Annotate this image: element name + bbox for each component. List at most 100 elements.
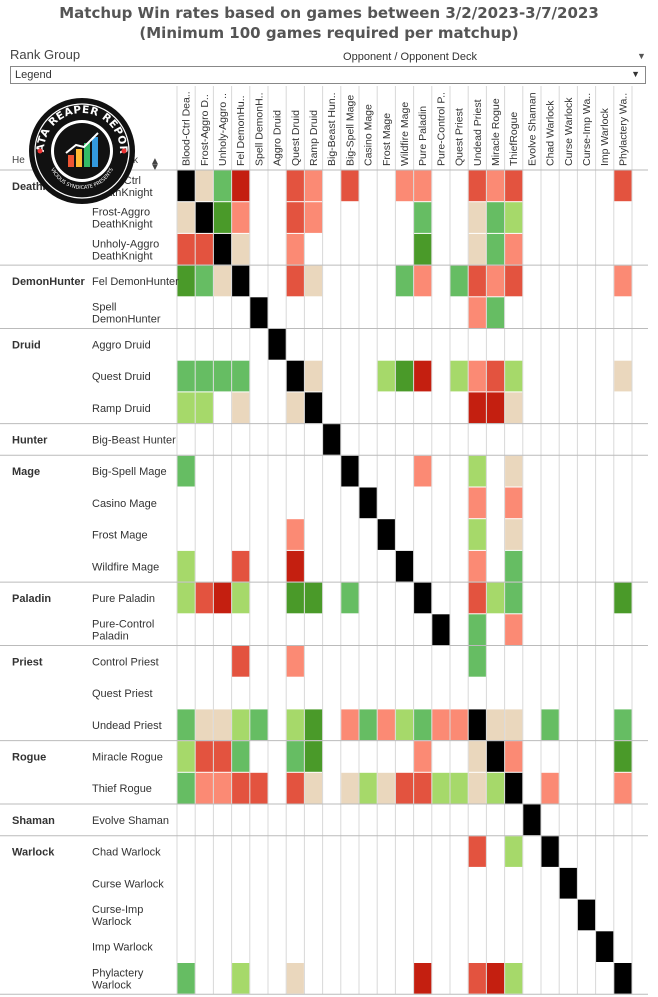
heatmap-cell — [505, 265, 523, 297]
column-label: Big-Spell Mage — [344, 95, 356, 166]
column-label: Pure-Control P.. — [435, 92, 447, 166]
heatmap-cell — [468, 455, 486, 487]
heatmap-cell — [468, 202, 486, 233]
heatmap-cell — [505, 741, 523, 772]
row-label: Quest Priest — [92, 688, 153, 700]
heatmap-cell — [286, 646, 304, 677]
heatmap-cell — [177, 233, 195, 265]
heatmap-cell — [195, 741, 213, 772]
rank-group-select[interactable]: Legend ▼ — [10, 66, 646, 84]
heatmap-cell — [341, 772, 359, 804]
heatmap-cell — [614, 963, 632, 994]
heatmap-cell — [414, 963, 432, 994]
heatmap-cell — [468, 392, 486, 424]
row-label: Big-Spell Mage — [92, 466, 167, 478]
heatmap-cell — [505, 614, 523, 645]
row-header-fragment: He — [12, 155, 25, 166]
heatmap-cell — [395, 265, 414, 297]
heatmap-cell — [468, 487, 486, 519]
heatmap-cell — [541, 709, 559, 741]
heatmap-cell — [395, 550, 414, 582]
heatmap-cell — [195, 709, 213, 741]
heatmap-cell — [195, 202, 213, 233]
class-label: Shaman — [12, 815, 55, 827]
column-label: Wildfire Mage — [399, 102, 411, 166]
column-label: Imp Warlock — [599, 107, 611, 166]
heatmap-cell — [195, 233, 213, 265]
heatmap-cell — [414, 772, 432, 804]
opponent-dropdown-icon[interactable]: ▼ — [637, 51, 646, 61]
heatmap-cell — [468, 265, 486, 297]
heatmap-cell — [432, 709, 450, 741]
column-label: Spell DemonH.. — [253, 92, 265, 166]
heatmap-cell — [359, 487, 377, 519]
heatmap-cell — [359, 709, 377, 741]
heatmap-cell — [195, 772, 213, 804]
column-label: Curse-Imp Wa.. — [581, 93, 593, 166]
row-label: Frost-Aggro — [92, 207, 150, 219]
heatmap-cell — [468, 360, 486, 392]
heatmap-cell — [486, 265, 505, 297]
heatmap-cell — [304, 360, 323, 392]
heatmap-cell — [486, 202, 505, 233]
heatmap-cell — [250, 297, 268, 328]
heatmap-cell — [468, 170, 486, 202]
heatmap-cell — [614, 772, 632, 804]
column-label: Aggro Druid — [272, 110, 284, 166]
heatmap-cell — [250, 709, 268, 741]
row-label: Undead Priest — [92, 720, 162, 732]
heatmap-cell — [468, 646, 486, 677]
column-label: Evolve Shaman — [526, 92, 538, 166]
heatmap-cell — [450, 772, 468, 804]
row-label: Warlock — [92, 916, 132, 928]
heatmap-cell — [213, 772, 232, 804]
heatmap-cell — [232, 202, 250, 233]
row-label: Curse-Imp — [92, 904, 143, 916]
heatmap-cell — [341, 170, 359, 202]
heatmap-cell — [195, 265, 213, 297]
row-label: Wildfire Mage — [92, 561, 159, 573]
heatmap-cell — [468, 550, 486, 582]
heatmap-cell — [523, 804, 541, 836]
row-label: DemonHunter — [92, 314, 161, 326]
heatmap-cell — [213, 170, 232, 202]
heatmap-cell — [414, 741, 432, 772]
class-label: Druid — [12, 339, 41, 351]
heatmap-cell — [286, 709, 304, 741]
heatmap-cell — [195, 392, 213, 424]
heatmap-cell — [395, 772, 414, 804]
heatmap-cell — [505, 582, 523, 614]
heatmap-cell — [414, 202, 432, 233]
heatmap-cell — [505, 392, 523, 424]
heatmap-cell — [341, 709, 359, 741]
heatmap-cell — [195, 170, 213, 202]
heatmap-cell — [486, 582, 505, 614]
heatmap-cell — [177, 202, 195, 233]
heatmap-cell — [559, 867, 577, 899]
heatmap-cell — [232, 709, 250, 741]
row-label: DeathKnight — [92, 250, 153, 262]
heatmap-cell — [596, 931, 614, 962]
heatmap-cell — [468, 614, 486, 645]
heatmap-cell — [286, 392, 304, 424]
column-label: Miracle Rogue — [490, 98, 502, 166]
column-label: Pure Paladin — [417, 106, 429, 166]
heatmap-cell — [505, 360, 523, 392]
bar-chart-icon — [65, 132, 99, 167]
heatmap-cell — [177, 963, 195, 994]
heatmap-cell — [286, 519, 304, 550]
heatmap-cell — [486, 709, 505, 741]
heatmap-cell — [341, 582, 359, 614]
heatmap-cell — [232, 741, 250, 772]
chart-title: Matchup Win rates based on games between… — [59, 4, 599, 22]
heatmap-cell — [286, 772, 304, 804]
heatmap-cell — [177, 170, 195, 202]
heatmap-cell — [213, 265, 232, 297]
heatmap-cell — [486, 360, 505, 392]
column-label: Casino Mage — [363, 104, 375, 166]
heatmap-cell — [505, 487, 523, 519]
column-label: Chad Warlock — [545, 100, 557, 166]
heatmap-cell — [432, 772, 450, 804]
row-label: Paladin — [92, 631, 129, 643]
heatmap-cell — [232, 772, 250, 804]
